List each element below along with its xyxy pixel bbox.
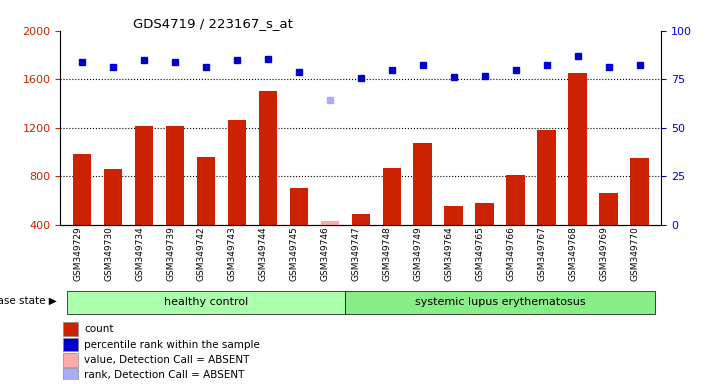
Text: GSM349767: GSM349767 bbox=[538, 226, 547, 281]
Bar bbox=[568, 73, 587, 225]
Text: GSM349739: GSM349739 bbox=[166, 226, 175, 281]
Bar bbox=[444, 207, 463, 225]
Text: GSM349770: GSM349770 bbox=[631, 226, 640, 281]
Text: GSM349746: GSM349746 bbox=[321, 226, 330, 281]
FancyBboxPatch shape bbox=[63, 338, 78, 351]
Text: GSM349749: GSM349749 bbox=[414, 226, 423, 281]
Text: disease state ▶: disease state ▶ bbox=[0, 296, 57, 306]
Bar bbox=[135, 126, 154, 225]
Text: GSM349744: GSM349744 bbox=[259, 226, 268, 281]
Text: healthy control: healthy control bbox=[164, 297, 248, 308]
Text: count: count bbox=[85, 324, 114, 334]
Bar bbox=[351, 214, 370, 225]
Bar bbox=[228, 121, 246, 225]
FancyBboxPatch shape bbox=[346, 291, 655, 314]
FancyBboxPatch shape bbox=[67, 291, 346, 314]
Bar bbox=[599, 193, 618, 225]
Bar bbox=[506, 175, 525, 225]
Text: GSM349729: GSM349729 bbox=[73, 226, 82, 281]
Text: GSM349764: GSM349764 bbox=[445, 226, 454, 281]
Text: GSM349745: GSM349745 bbox=[290, 226, 299, 281]
Bar bbox=[630, 158, 649, 225]
Text: rank, Detection Call = ABSENT: rank, Detection Call = ABSENT bbox=[85, 370, 245, 380]
Bar bbox=[104, 169, 122, 225]
Bar bbox=[259, 91, 277, 225]
Bar bbox=[73, 154, 92, 225]
Bar bbox=[414, 144, 432, 225]
Bar bbox=[538, 130, 556, 225]
Text: GSM349768: GSM349768 bbox=[569, 226, 577, 281]
Bar bbox=[383, 168, 401, 225]
Text: GSM349747: GSM349747 bbox=[352, 226, 361, 281]
Bar bbox=[166, 126, 184, 225]
Text: GSM349765: GSM349765 bbox=[476, 226, 485, 281]
Text: GSM349748: GSM349748 bbox=[383, 226, 392, 281]
FancyBboxPatch shape bbox=[63, 323, 78, 336]
Bar bbox=[289, 188, 308, 225]
Text: GSM349742: GSM349742 bbox=[197, 226, 206, 281]
Text: GDS4719 / 223167_s_at: GDS4719 / 223167_s_at bbox=[132, 17, 292, 30]
Bar bbox=[476, 204, 494, 225]
Text: systemic lupus erythematosus: systemic lupus erythematosus bbox=[415, 297, 585, 308]
Bar bbox=[197, 157, 215, 225]
FancyBboxPatch shape bbox=[63, 369, 78, 382]
Bar bbox=[321, 221, 339, 225]
Text: GSM349734: GSM349734 bbox=[135, 226, 144, 281]
Text: GSM349743: GSM349743 bbox=[228, 226, 237, 281]
Text: GSM349730: GSM349730 bbox=[104, 226, 113, 281]
Text: GSM349769: GSM349769 bbox=[599, 226, 609, 281]
Text: percentile rank within the sample: percentile rank within the sample bbox=[85, 339, 260, 349]
FancyBboxPatch shape bbox=[63, 353, 78, 367]
Text: value, Detection Call = ABSENT: value, Detection Call = ABSENT bbox=[85, 355, 250, 365]
Text: GSM349766: GSM349766 bbox=[507, 226, 515, 281]
